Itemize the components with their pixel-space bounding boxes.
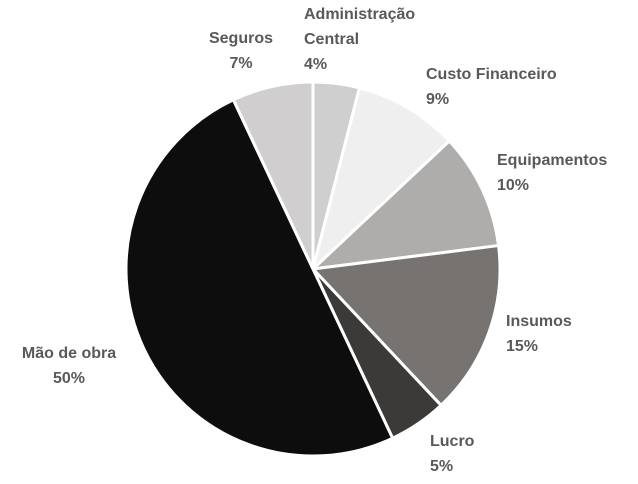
slice-label: Mão de obra 50% (8, 341, 130, 391)
category-label: Seguros (208, 30, 273, 47)
slice-label: Equipamentos 10% (497, 148, 607, 198)
pie-slice (311, 86, 451, 271)
slice-label: Administração Central 4% (304, 2, 439, 77)
pie-slice (311, 244, 502, 407)
category-label: Lucro (430, 433, 475, 450)
category-label: Custo Financeiro (426, 66, 557, 83)
category-label: Equipamentos (497, 152, 608, 169)
value-label: 5% (430, 458, 454, 475)
slice-label: Custo Financeiro 9% (426, 62, 557, 112)
pie-slice (124, 98, 395, 458)
value-label: 7% (229, 55, 253, 72)
slice-label: Lucro 5% (430, 429, 474, 479)
slice-label: Insumos 15% (506, 309, 572, 359)
value-label: 4% (304, 56, 328, 73)
category-label: Administração Central (304, 6, 416, 48)
value-label: 9% (426, 91, 450, 108)
value-label: 50% (52, 370, 86, 387)
category-label: Insumos (506, 313, 572, 330)
category-label: Mão de obra (21, 345, 117, 362)
slice-label: Seguros 7% (200, 26, 282, 76)
value-label: 10% (497, 177, 530, 194)
pie-slice (231, 80, 315, 271)
value-label: 15% (506, 338, 539, 355)
pie-slice (311, 139, 501, 271)
